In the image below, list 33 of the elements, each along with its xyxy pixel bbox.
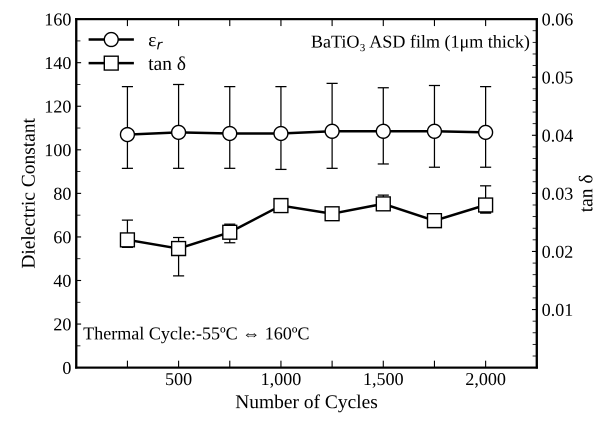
- y2-tick-label: 0.04: [542, 130, 573, 142]
- x-tick-label: 1,000: [262, 373, 301, 388]
- point: [273, 198, 289, 214]
- point: [478, 197, 494, 213]
- y2-tick-label: 0.03: [542, 188, 573, 200]
- y-tick-label: 80: [54, 188, 71, 200]
- legend-label: tan δ: [148, 56, 186, 70]
- y-axis-title: Dielectric Constant: [21, 118, 35, 268]
- y-tick-label: 100: [46, 144, 71, 156]
- point: [170, 240, 186, 256]
- point: [222, 224, 238, 240]
- y2-tick-label: 0.02: [542, 246, 572, 258]
- y-tick-label: 140: [46, 56, 71, 70]
- y-tick-label: 20: [54, 318, 71, 331]
- point: [120, 232, 136, 248]
- x-tick-label: 1,500: [364, 373, 403, 388]
- y-tick-label: 40: [54, 274, 71, 287]
- annotation: BaTiO₃ ASD film (1μm thick): [311, 34, 530, 52]
- y-tick-label: 0: [63, 362, 71, 374]
- point: [426, 213, 442, 228]
- y2-axis-title: tan δ: [578, 175, 592, 212]
- x-axis-title: Number of Cycles: [236, 394, 378, 412]
- x-tick-label: 2,000: [466, 373, 506, 388]
- x-tick-label: 500: [166, 373, 192, 386]
- y2-tick-label: 0.05: [542, 71, 573, 84]
- y-tick-label: 160: [46, 13, 71, 26]
- annotation: Thermal Cycle:-55ºC ⇔ 160ºC: [83, 326, 308, 344]
- y-tick-label: 120: [46, 100, 71, 113]
- point: [324, 206, 340, 222]
- y2-tick-label: 0.06: [542, 13, 573, 26]
- y2-tick-label: 0.01: [542, 304, 572, 316]
- y-tick-label: 60: [54, 231, 71, 244]
- legend-label: ε$_{r}$: [148, 37, 163, 50]
